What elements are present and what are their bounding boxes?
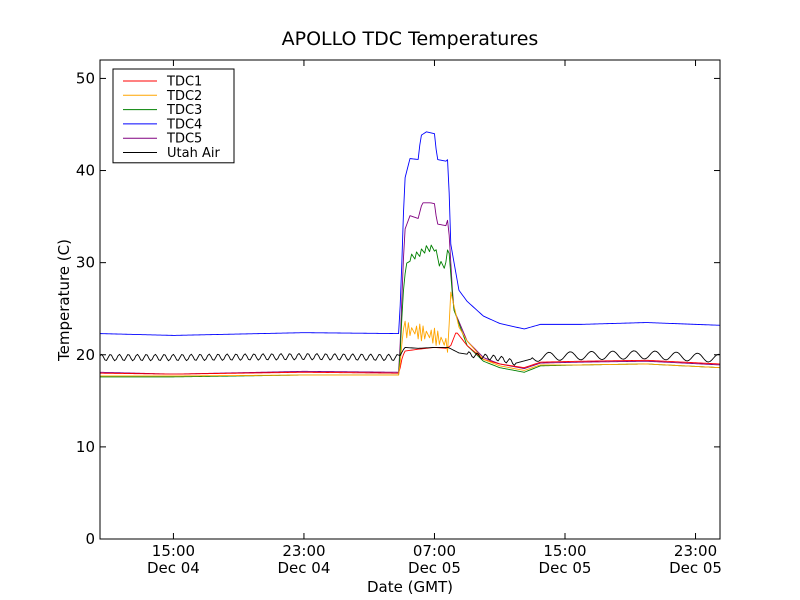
y-tick-label: 50 xyxy=(76,69,95,87)
legend-box xyxy=(112,68,235,164)
x-tick-label-time: 23:00 xyxy=(674,542,717,560)
y-tick-label: 10 xyxy=(76,438,95,456)
plot-frame xyxy=(99,59,721,540)
x-axis-label: Date (GMT) xyxy=(367,578,453,596)
x-tick-label-time: 07:00 xyxy=(413,542,456,560)
legend-label: TDC3 xyxy=(166,103,202,118)
legend-label: Utah Air xyxy=(167,146,220,161)
legend-label: TDC5 xyxy=(166,132,202,147)
legend-label: TDC1 xyxy=(166,75,202,90)
x-tick-label-date: Dec 05 xyxy=(408,559,461,577)
series-layer xyxy=(100,131,720,378)
y-tick-label: 40 xyxy=(76,162,95,180)
x-tick-label-date: Dec 04 xyxy=(147,559,200,577)
x-tick-label-time: 15:00 xyxy=(543,542,586,560)
x-tick-label-time: 23:00 xyxy=(282,542,325,560)
y-tick-label: 30 xyxy=(76,254,95,272)
y-tick-label: 0 xyxy=(85,530,95,548)
x-tick-label-date: Dec 04 xyxy=(278,559,331,577)
y-tick-label: 20 xyxy=(76,346,95,364)
x-tick-label-date: Dec 05 xyxy=(539,559,592,577)
legend-label: TDC4 xyxy=(166,117,202,132)
y-axis-label: Temperature (C) xyxy=(55,239,73,362)
series-line-tdc4 xyxy=(100,131,720,336)
series-line-utah-air xyxy=(100,346,720,366)
series-line-tdc1 xyxy=(100,332,720,375)
legend-label: TDC2 xyxy=(166,89,202,104)
series-line-tdc2 xyxy=(100,291,720,377)
x-tick-label-time: 15:00 xyxy=(152,542,195,560)
chart-title: APOLLO TDC Temperatures xyxy=(282,28,539,50)
x-tick-label-date: Dec 05 xyxy=(669,559,722,577)
